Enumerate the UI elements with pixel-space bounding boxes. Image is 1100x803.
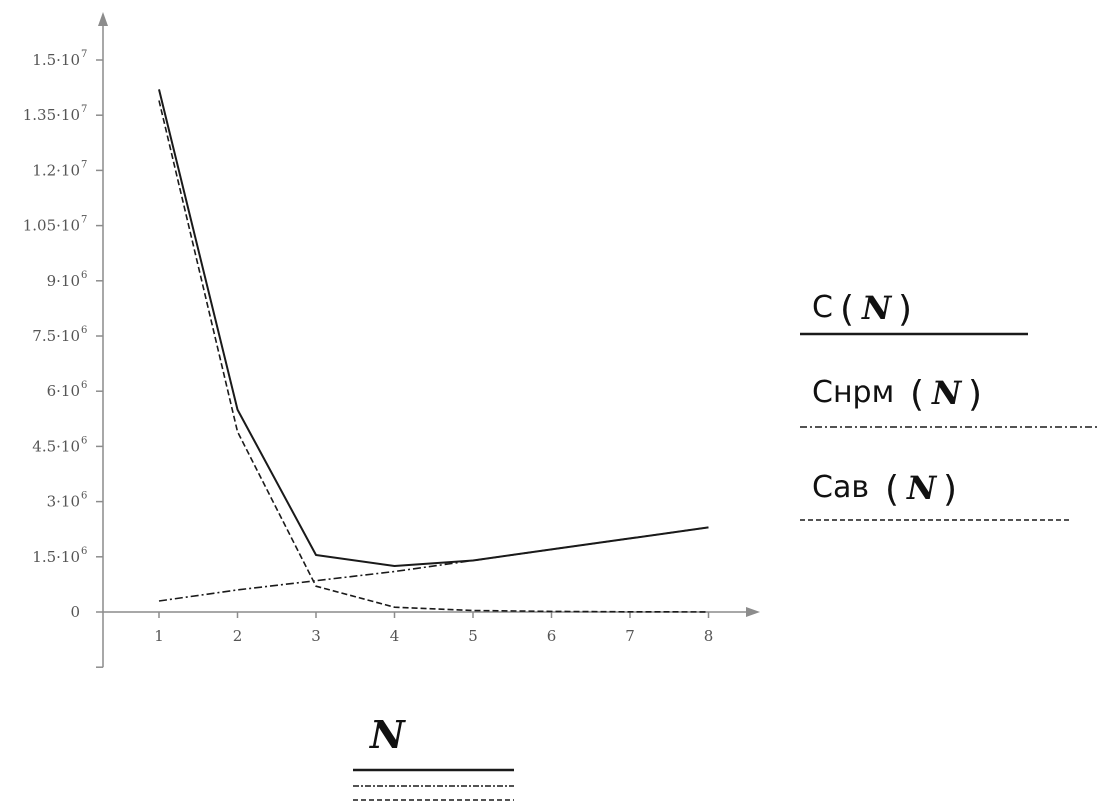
- x-ticks: 1 2 3 4 5 6 7 8: [154, 612, 713, 645]
- legend-entry-cav: Cав ( N ): [800, 469, 1072, 521]
- legend-close-paren: ): [898, 289, 912, 330]
- legend-arg: N: [861, 289, 893, 327]
- x-tick-label: 2: [233, 627, 243, 645]
- legend-label-cnrm: Cнрм: [812, 375, 894, 410]
- series-line-dashed: [158, 100, 709, 613]
- legend-open-paren: (: [885, 469, 899, 510]
- legend-open-paren: (: [840, 289, 854, 330]
- series-line-solid: [158, 89, 709, 567]
- y-tick-label: 1.35·10: [23, 106, 80, 124]
- x-axis-title: N: [369, 712, 406, 757]
- x-tick-label: 5: [468, 627, 478, 645]
- legend-close-paren: ): [968, 374, 982, 415]
- legend-label-c: C: [812, 290, 833, 325]
- y-tick-exponent: 6: [81, 546, 87, 557]
- y-tick-exponent: 6: [81, 325, 87, 336]
- y-tick-exponent: 7: [81, 215, 87, 226]
- y-ticks: 01.5·10 63·10 64.5·10 66·10 67.5·10 69·10 61.0…: [23, 49, 103, 621]
- legend-arg: N: [906, 469, 938, 507]
- legend-entry-cnrm: Cнрм ( N ): [800, 374, 1098, 428]
- x-tick-label: 4: [390, 627, 400, 645]
- y-tick-label: 9·10: [47, 272, 80, 290]
- legend-entry-c: C ( N ): [800, 289, 1028, 336]
- y-tick-exponent: 6: [81, 491, 87, 502]
- legend: C ( N ) Cнрм ( N ) Cав ( N ): [800, 289, 1098, 521]
- x-tick-label: 1: [154, 627, 164, 645]
- y-tick-label: 4.5·10: [32, 437, 80, 455]
- y-tick-exponent: 6: [81, 380, 87, 391]
- y-tick-exponent: 6: [81, 270, 87, 281]
- y-tick-exponent: 7: [81, 159, 87, 170]
- legend-arg: N: [931, 374, 963, 412]
- y-tick-label: 3·10: [47, 493, 80, 511]
- y-tick-label: 1.05·10: [23, 217, 80, 235]
- y-tick-label: 1.5·10: [32, 51, 80, 69]
- y-tick-exponent: 7: [81, 104, 87, 115]
- x-tick-label: 6: [547, 627, 557, 645]
- legend-label-cav: Cав: [812, 470, 869, 505]
- series-lines: [158, 89, 709, 613]
- y-tick-label: 7.5·10: [32, 327, 80, 345]
- axes: [96, 12, 760, 668]
- y-tick-label: 6·10: [47, 382, 80, 400]
- x-tick-label: 7: [625, 627, 635, 645]
- series-line-dashdot: [158, 526, 709, 602]
- y-tick-label: 1.2·10: [32, 161, 80, 179]
- y-axis-arrow: [98, 12, 108, 26]
- legend-open-paren: (: [910, 374, 924, 415]
- x-tick-label: 8: [704, 627, 714, 645]
- y-tick-label: 0: [70, 603, 80, 621]
- x-axis-label: N: [353, 712, 514, 801]
- y-tick-exponent: 7: [81, 49, 87, 60]
- y-tick-label: 1.5·10: [32, 548, 80, 566]
- x-tick-label: 3: [311, 627, 321, 645]
- legend-close-paren: ): [943, 469, 957, 510]
- y-tick-exponent: 6: [81, 435, 87, 446]
- x-axis-arrow: [746, 607, 760, 617]
